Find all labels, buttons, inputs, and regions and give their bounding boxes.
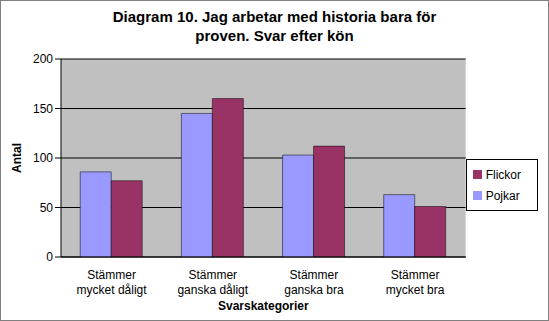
svg-text:200: 200 (33, 52, 53, 66)
svg-text:Stämmermycket dåligt: Stämmermycket dåligt (77, 268, 148, 297)
svg-text:100: 100 (33, 151, 53, 165)
svg-text:Stämmerganska bra: Stämmerganska bra (284, 268, 344, 297)
html-text:Flickor: Flickor (485, 168, 521, 182)
svg-text:Stämmermycket bra: Stämmermycket bra (386, 268, 445, 297)
svg-text:0: 0 (46, 250, 53, 264)
html-text:Pojkar: Pojkar (485, 189, 520, 203)
svg-text:Svarskategorier: Svarskategorier (218, 299, 309, 313)
svg-text:Antal: Antal (10, 143, 24, 173)
svg-text:50: 50 (40, 201, 54, 215)
svg-text:150: 150 (33, 102, 53, 116)
svg-text:Stämmerganska dåligt: Stämmerganska dåligt (177, 268, 248, 297)
html-text:Diagram 10. Jag arbetar med hi: Diagram 10. Jag arbetar med historia bar… (112, 8, 437, 44)
